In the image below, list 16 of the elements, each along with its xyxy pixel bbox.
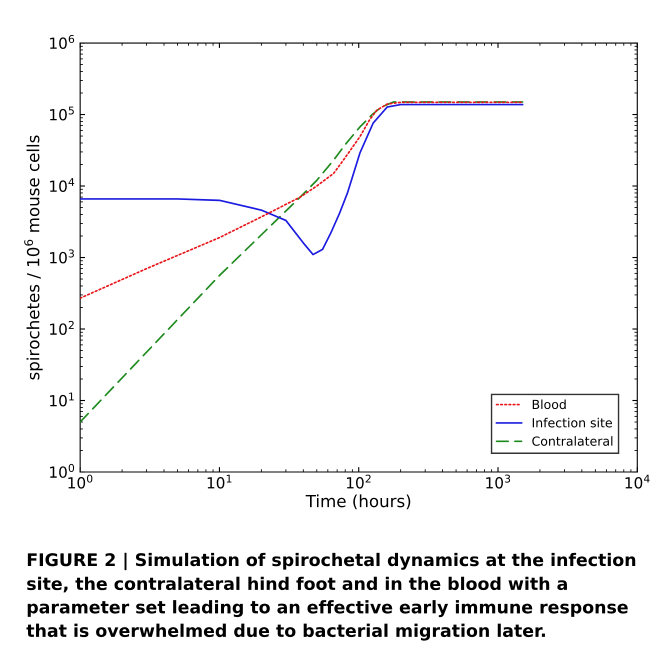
y-tick-label: 10$^{4}$	[50, 178, 74, 192]
y-tick-label: 10$^{3}$	[50, 249, 74, 264]
x-axis-title: Time (hours)	[306, 494, 410, 510]
y-axis-title: spirochetes / 10$^{6}$ mouse cells	[24, 136, 43, 380]
y-tick-label: 10$^{5}$	[50, 106, 74, 120]
x-tick-label: 10$^{2}$	[346, 474, 371, 489]
legend-label: Blood	[532, 399, 566, 410]
x-tick-label: 10$^{3}$	[486, 474, 510, 489]
x-tick-label: 10$^{4}$	[626, 474, 650, 489]
x-tick-label: 10$^{1}$	[208, 474, 232, 489]
caption: FIGURE 2 | Simulation of spirochetal dynamics at the infection site, the contralateral hind foot and in the blood with a parameter set leading to an effective early immune response that is overwhelmed due to bacterial migration later.	[26, 552, 636, 641]
legend-label: Contralateral	[532, 436, 612, 446]
y-tick-label: 10$^{2}$	[50, 320, 74, 335]
legend-label: Infection site	[532, 418, 612, 428]
y-tick-label: 10$^{1}$	[50, 392, 74, 406]
y-tick-label: 10$^{6}$	[50, 34, 74, 49]
